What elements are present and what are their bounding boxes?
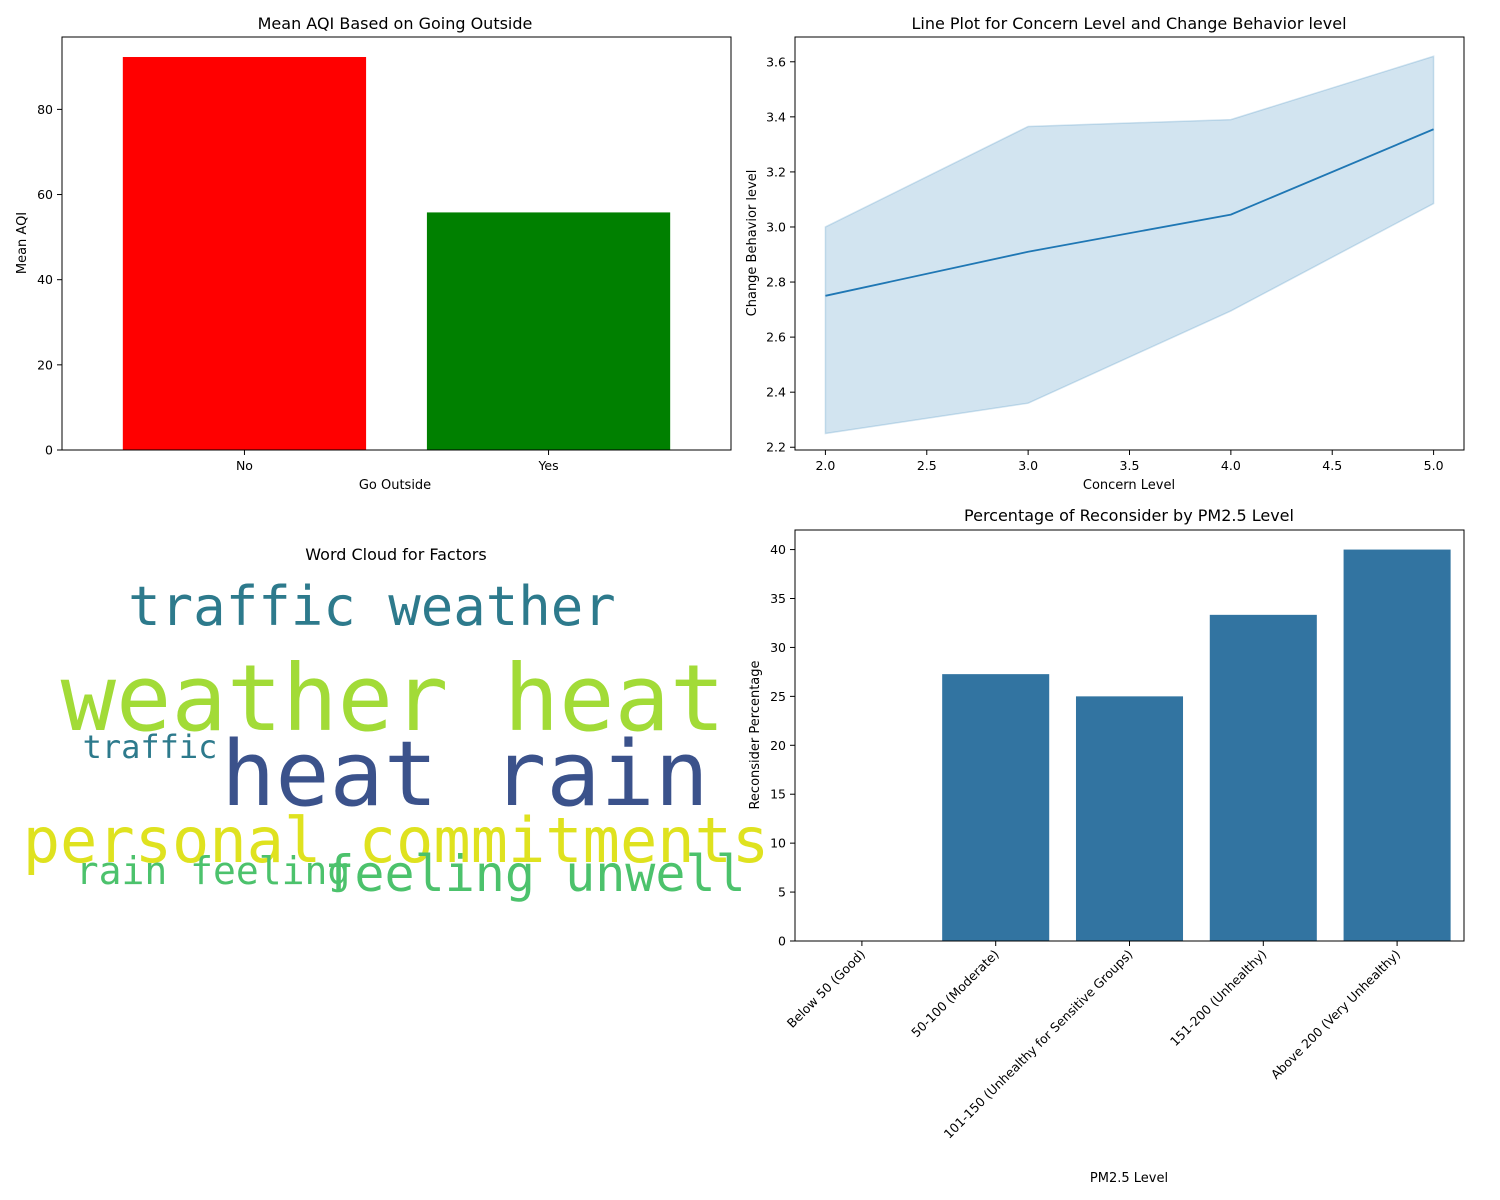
y-tick-label: 40: [770, 542, 786, 557]
word-cloud: Word Cloud for Factors traffic weather we…: [23, 545, 770, 903]
reconsider-percentage-chart: Percentage of Reconsider by PM2.5 Level …: [748, 506, 1465, 1186]
x-tick-label: 2.5: [917, 458, 937, 473]
bar: [1343, 549, 1451, 941]
word-cloud-word: traffic: [83, 728, 218, 766]
concern-behavior-line-chart: Line Plot for Concern Level and Change B…: [745, 14, 1465, 493]
y-tick-label: 3.0: [766, 219, 786, 234]
mean-aqi-chart: Mean AQI Based on Going Outside Go Outsi…: [15, 14, 732, 493]
y-axis-label: Mean AQI: [15, 212, 30, 274]
y-tick-label: 30: [770, 640, 786, 655]
y-tick-label: 40: [37, 272, 53, 287]
chart-title: Percentage of Reconsider by PM2.5 Level: [964, 506, 1294, 525]
y-tick-label: 2.4: [766, 385, 786, 400]
x-axis-label: PM2.5 Level: [1090, 1171, 1168, 1186]
bar: [942, 674, 1050, 941]
y-tick-label: 25: [770, 689, 786, 704]
x-tick-label: Above 200 (Very Unhealthy): [1268, 947, 1403, 1082]
word-cloud-word: weather heat: [61, 645, 726, 752]
chart-title: Word Cloud for Factors: [305, 545, 486, 564]
y-tick-label: 35: [770, 591, 786, 606]
bar: [122, 57, 367, 450]
word-cloud-word: heat rain: [221, 722, 709, 827]
word-cloud-word: traffic weather: [128, 575, 616, 638]
y-tick-label: 3.6: [766, 54, 786, 69]
y-tick-label: 3.2: [766, 164, 786, 179]
x-tick-label: 4.5: [1322, 458, 1342, 473]
confidence-band: [824, 55, 1435, 435]
bar: [1075, 696, 1184, 941]
word-cloud-word: personal commitments: [23, 804, 770, 877]
y-tick-label: 0: [778, 934, 786, 949]
y-tick-label: 80: [37, 102, 53, 117]
chart-title: Mean AQI Based on Going Outside: [258, 14, 533, 33]
bar: [1209, 614, 1317, 941]
y-tick-label: 20: [37, 357, 53, 372]
y-tick-label: 5: [778, 885, 786, 900]
plot-frame: [794, 36, 1465, 451]
plot-frame: [61, 36, 732, 451]
x-tick-label: 151-200 (Unhealthy): [1167, 947, 1270, 1050]
word-cloud-word: rain feeling: [76, 849, 351, 893]
x-tick-label: 2.0: [815, 458, 835, 473]
x-tick-label: 50-100 (Moderate): [908, 947, 1002, 1041]
x-tick-label: 4.0: [1221, 458, 1241, 473]
y-axis-label: Change Behavior level: [745, 170, 760, 317]
word-cloud-word: feeling unwell: [324, 845, 745, 903]
y-axis-label: Reconsider Percentage: [748, 660, 763, 809]
y-tick-label: 0: [45, 443, 53, 458]
y-tick-label: 10: [770, 836, 786, 851]
x-axis-label: Concern Level: [1083, 478, 1175, 493]
x-tick-label: Below 50 (Good): [784, 947, 868, 1031]
x-tick-label: 5.0: [1424, 458, 1444, 473]
x-axis-label: Go Outside: [359, 478, 431, 493]
x-tick-label: Yes: [537, 458, 558, 473]
x-tick-label: 3.5: [1120, 458, 1140, 473]
chart-title: Line Plot for Concern Level and Change B…: [911, 14, 1346, 33]
y-tick-label: 2.6: [766, 330, 786, 345]
series-line: [825, 128, 1434, 297]
y-tick-label: 60: [37, 187, 53, 202]
y-tick-label: 20: [770, 738, 786, 753]
y-tick-label: 3.4: [766, 109, 786, 124]
y-tick-label: 2.8: [766, 275, 786, 290]
x-tick-label: No: [236, 458, 253, 473]
bar: [426, 212, 671, 450]
y-tick-label: 2.2: [766, 440, 786, 455]
y-tick-label: 15: [770, 787, 786, 802]
x-tick-label: 3.0: [1018, 458, 1038, 473]
plot-frame: [794, 529, 1465, 942]
